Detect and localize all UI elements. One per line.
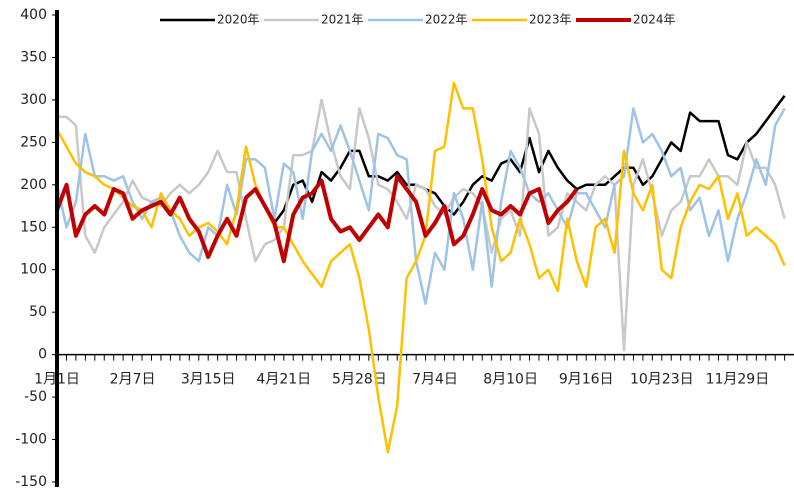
legend-label: 2023年 [529, 13, 572, 27]
x-tick-label: 3月15日 [181, 372, 236, 388]
x-tick-label: 4月21日 [256, 372, 311, 388]
series-line [57, 98, 786, 352]
y-tick-label: 50 [29, 304, 47, 320]
series-line [273, 94, 786, 224]
legend-label: 2022年 [425, 13, 468, 27]
y-tick-label: 150 [20, 219, 47, 235]
y-tick-label: 400 [20, 7, 47, 23]
y-tick-label: 350 [20, 49, 47, 65]
legend-label: 2021年 [321, 13, 364, 27]
x-tick-label: 2月7日 [110, 372, 156, 388]
y-tick-label: 250 [20, 134, 47, 150]
y-tick-label: -100 [15, 432, 47, 448]
x-tick-label: 8月10日 [483, 372, 538, 388]
y-tick-label: 100 [20, 262, 47, 278]
x-tick-label: 5月28日 [332, 372, 387, 388]
y-tick-label: 200 [20, 177, 47, 193]
x-tick-label: 11月29日 [706, 372, 770, 388]
y-tick-label: 300 [20, 92, 47, 108]
x-tick-label: 7月4日 [412, 372, 458, 388]
legend-label: 2024年 [633, 13, 676, 27]
x-tick-label: 10月23日 [630, 372, 694, 388]
series-line [55, 81, 786, 454]
y-tick-label: -150 [15, 474, 47, 490]
x-tick-label: 9月16日 [559, 372, 614, 388]
y-tick-label: -50 [24, 389, 47, 405]
y-tick-label: 0 [38, 347, 47, 363]
series-line [55, 174, 579, 264]
series-line [55, 107, 786, 305]
legend-label: 2020年 [217, 13, 260, 27]
